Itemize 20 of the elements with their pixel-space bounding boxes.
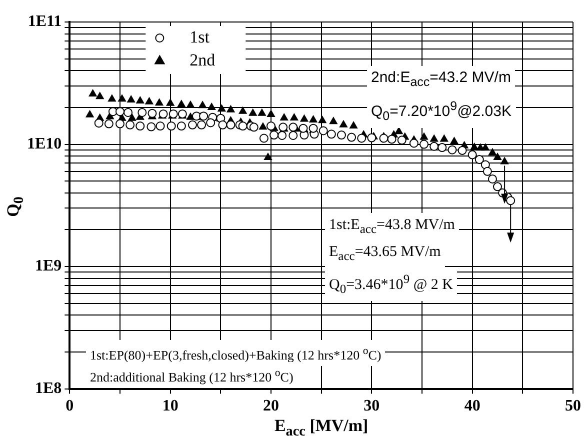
annotation: E$_{acc}$=43.65 MV/m <box>325 240 445 268</box>
x-axis-title: E$_{acc}$ [MV/m] <box>273 416 370 438</box>
annotation: Q$_{0}$=3.46*10$^{9}$ @ 2 K <box>325 267 457 301</box>
annotation: 1st:EP(80)+EP(3,fresh,closed)+Baking (12 hrs*120 $^{o}$C) <box>86 340 386 366</box>
y-tick-label: 1E10 <box>27 135 62 152</box>
legend-label: 2nd <box>190 50 216 70</box>
x-tick-label: 30 <box>364 398 380 415</box>
y-tick-label: 1E8 <box>35 380 62 397</box>
x-tick-label: 0 <box>66 398 74 415</box>
x-tick-label: 10 <box>162 398 178 415</box>
annotation: 2nd:E$_{acc}$=43.2 MV/m <box>367 66 515 94</box>
y-tick-label: 1E11 <box>28 13 62 30</box>
y-tick-label: 1E9 <box>35 258 62 275</box>
annotation: 1st:E$_{acc}$=43.8 MV/m <box>325 213 459 241</box>
x-tick-label: 40 <box>464 398 480 415</box>
x-tick-label: 20 <box>263 398 280 415</box>
legend-label: 1st <box>190 27 210 46</box>
x-tick-label: 50 <box>565 398 581 415</box>
annotation: 2nd:additional Baking (12 hrs*120 $^{o}$C) <box>86 362 298 388</box>
annotation: Q$_{0}$=7.20*10$^{9}$@2.03K <box>367 94 516 128</box>
